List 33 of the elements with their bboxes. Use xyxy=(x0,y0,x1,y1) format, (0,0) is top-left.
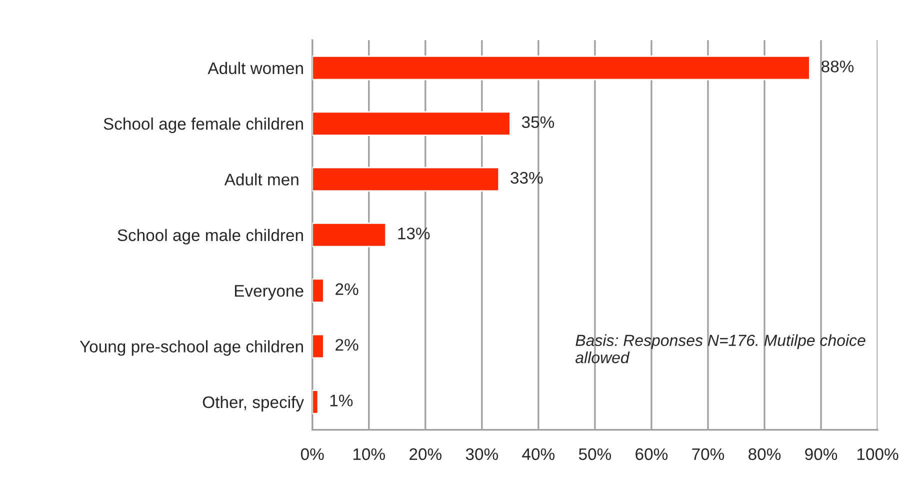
x-tick-label: 40% xyxy=(522,448,555,460)
x-tick-label: 90% xyxy=(805,448,838,460)
y-tick-label: Adult men xyxy=(224,173,298,186)
bar xyxy=(312,334,324,359)
data-label: 13% xyxy=(398,228,430,240)
y-tick-label: School age female children xyxy=(104,118,303,134)
x-tick-label: 30% xyxy=(466,448,498,460)
data-label: 35% xyxy=(522,116,554,128)
x-tick-label: 100% xyxy=(857,448,898,460)
bar xyxy=(312,390,319,414)
x-tick-label: 80% xyxy=(748,448,781,460)
data-label: 88% xyxy=(822,60,854,72)
x-tick-label: 10% xyxy=(353,448,385,460)
data-label: 2% xyxy=(336,283,358,296)
y-tick-label: Everyone xyxy=(234,285,304,300)
bar xyxy=(312,56,810,80)
y-tick-label: Other, specify xyxy=(202,396,304,412)
x-tick-label: 70% xyxy=(692,448,724,460)
bar xyxy=(312,222,387,248)
annotation: Basis: Responses N=176. Mutilpe choice allowed xyxy=(576,334,866,364)
x-tick-label: 0% xyxy=(300,448,324,460)
bar xyxy=(312,111,511,136)
bar xyxy=(312,278,324,303)
y-tick-label: Young pre-school age children xyxy=(80,340,303,356)
data-label: 33% xyxy=(510,172,543,184)
x-tick-label: 60% xyxy=(636,448,668,460)
y-tick-label: School age male children xyxy=(118,228,303,244)
y-tick-label: Adult women xyxy=(208,62,303,74)
x-tick-label: 50% xyxy=(578,448,612,460)
x-tick-label: 20% xyxy=(410,448,442,460)
data-label: 1% xyxy=(330,394,353,406)
bar xyxy=(312,166,500,192)
data-label: 2% xyxy=(336,338,358,351)
